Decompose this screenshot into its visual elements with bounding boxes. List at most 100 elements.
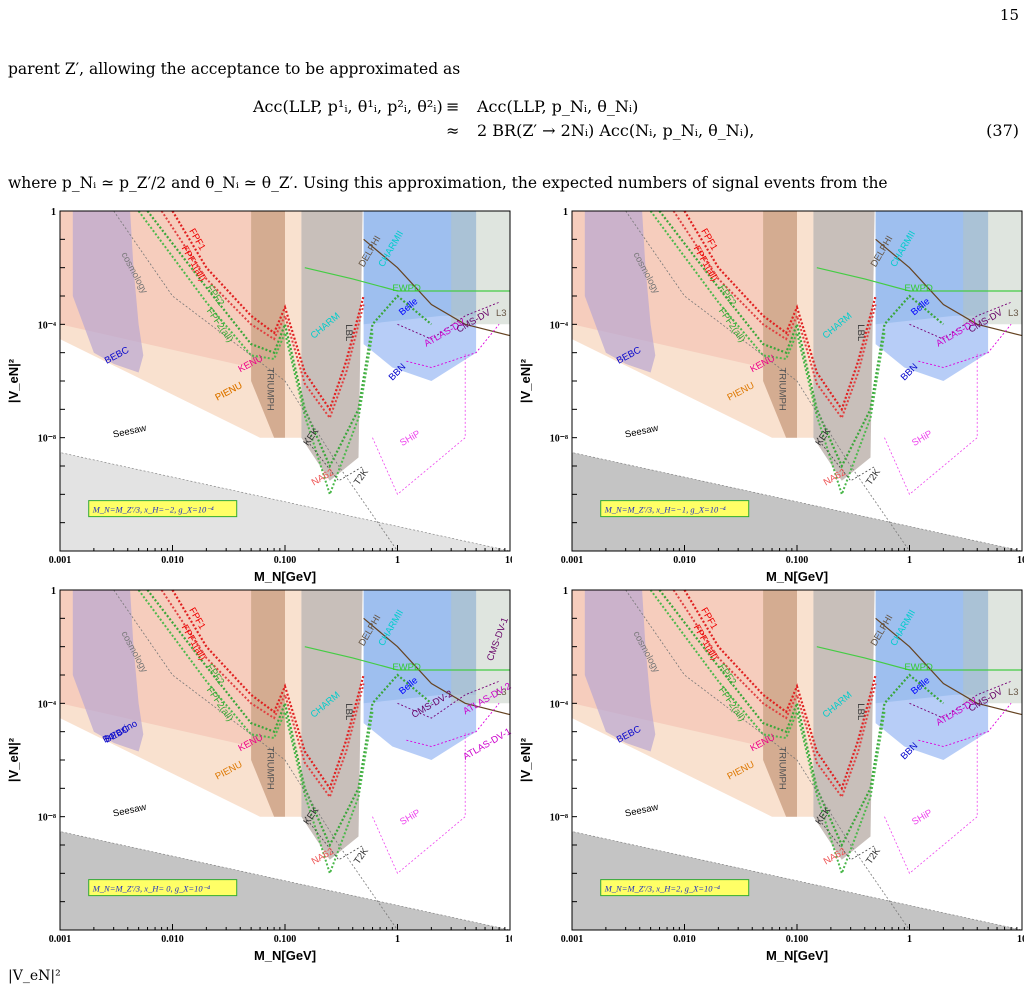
y-tick-label: 1 [51,586,56,597]
y-tick-label: 10⁻⁴ [550,320,568,331]
ship-curve [372,352,466,495]
y-tick-label: 1 [563,586,568,597]
cosmology-curve [113,589,398,931]
x-axis-label: M_N[GeV] [766,569,828,584]
ewpd-curve [816,646,1022,671]
x-tick-label: 10 [505,555,512,566]
x-tick-label: 0.010 [673,555,696,566]
chart-svg: cosmologyFPF1FPF1(all)FPF2FPF2(all)Borex… [6,586,512,963]
y-axis-label: |V_eN|² [518,737,533,782]
delphi-curve [875,617,1023,716]
legend-box [88,879,238,897]
legend-text: M_N=M_Z′/3, x_H=2, g_X=10⁻⁴ [604,884,720,894]
y-axis-label: |V_eN|² [518,358,533,403]
delphi-curve [875,238,1023,337]
legend-text: M_N=M_Z′/3, x_H= 0, g_X=10⁻⁴ [92,884,210,894]
y-tick-label: 1 [563,207,568,218]
belle-region [875,211,989,381]
x-tick-label: 0.001 [561,934,584,945]
region-label-ewpd: EWPD [392,662,421,673]
x-tick-label: 0.001 [49,934,72,945]
region-label-ewpd: EWPD [904,662,933,673]
y-axis-label: |V_eN|² [6,737,21,782]
x-axis-label: M_N[GeV] [766,948,828,963]
belle-region [875,590,989,760]
fpf2-all-curve [649,210,886,498]
fpf2-curve [146,589,433,848]
region-label-triumph: TRIUMPH [777,746,788,789]
charmii-region [363,590,477,704]
y-axis-label: |V_eN|² [6,358,21,403]
pi-region [813,590,875,860]
equation-line2-rel: ≈ [446,121,460,140]
x-tick-label: 1 [907,555,912,566]
legend-text: M_N=M_Z′/3, x_H=−1, g_X=10⁻⁴ [604,505,726,515]
region-label-l3: L3 [496,687,507,698]
x-tick-label: 10 [505,934,512,945]
caption-fragment: |V_eN|² [8,968,61,984]
y-tick-label: 10⁻⁸ [38,434,56,445]
atlasdv-curve [406,324,500,368]
y-tick-label: 10⁻⁴ [38,699,56,710]
y-tick-label: 10⁻⁸ [38,813,56,824]
equation-line1-lhs: Acc(LLP, p¹ᵢ, θ¹ᵢ, p²ᵢ, θ²ᵢ) [253,97,443,116]
cosmology-curve [625,589,910,931]
bebc-region [584,590,656,752]
figure-panel-4: cosmology FPF1 FPF1(all) FPF2 FPF2(all) BEBC K… [512,584,1024,964]
x-tick-label: 10 [1017,555,1024,566]
region-label-triumph: TRIUMPH [777,367,788,410]
cosmology-curve [625,210,910,552]
fpf1-curve [683,210,877,412]
charmii-region [875,211,989,325]
atlasdv-curve [406,703,500,747]
legend-box [600,500,750,518]
page-number: 15 [999,6,1019,24]
atlasdv-curve [918,703,1012,747]
legend-box [88,500,238,518]
triumph-region [251,211,285,438]
region-label-triumph: TRIUMPH [265,746,276,789]
equation-number: (37) [986,121,1019,140]
region-label-lbl: LBL [343,703,354,720]
delphi-region [963,211,1022,325]
charmii-region [363,211,477,325]
bebc-region [584,211,656,373]
fpf1-curve [171,210,365,412]
x-tick-label: 0.010 [161,555,184,566]
fpf1-curve [683,589,877,791]
x-tick-label: 1 [395,934,400,945]
y-tick-label: 10⁻⁴ [550,699,568,710]
cmsdv-curve [397,680,500,719]
figure-panel-3: cosmology FPF1 FPF1(all) FPF2 FPF2(all) Borex… [0,584,512,964]
fpf2-curve [146,210,433,469]
ewpd-curve [816,267,1022,292]
region-label-triumph: TRIUMPH [265,367,276,410]
cmsdv-curve [909,680,1012,719]
region-label-ewpd: EWPD [392,283,421,294]
x-axis-label: M_N[GeV] [254,569,316,584]
pi-region [301,590,363,860]
pi-region [301,211,363,481]
y-tick-label: 10⁻⁴ [38,320,56,331]
equation-line1-rel: ≡ [446,97,460,116]
belle-region [363,590,477,760]
equation-line2-rhs: 2 BR(Z′ → 2Nᵢ) Acc(Nᵢ, p_Nᵢ, θ_Nᵢ), [477,121,755,140]
fpf2-all-curve [137,589,374,877]
delphi-region [451,590,510,704]
region-label-l3: L3 [1008,687,1019,698]
bebc-region [72,590,144,752]
x-tick-label: 0.001 [561,555,584,566]
x-tick-label: 1 [395,555,400,566]
belle-region [363,211,477,381]
figure-panel-1: cosmology FPF1 FPF1(all) FPF2 FPF2(all) BEBC K… [0,205,512,585]
x-axis-label: M_N[GeV] [254,948,316,963]
x-tick-label: 0.001 [49,555,72,566]
x-tick-label: 0.100 [786,555,809,566]
legend-text: M_N=M_Z′/3, x_H=−2, g_X=10⁻⁴ [92,505,214,515]
region-label-ewpd: EWPD [904,283,933,294]
x-tick-label: 0.100 [786,934,809,945]
cosmology-curve [113,210,398,552]
